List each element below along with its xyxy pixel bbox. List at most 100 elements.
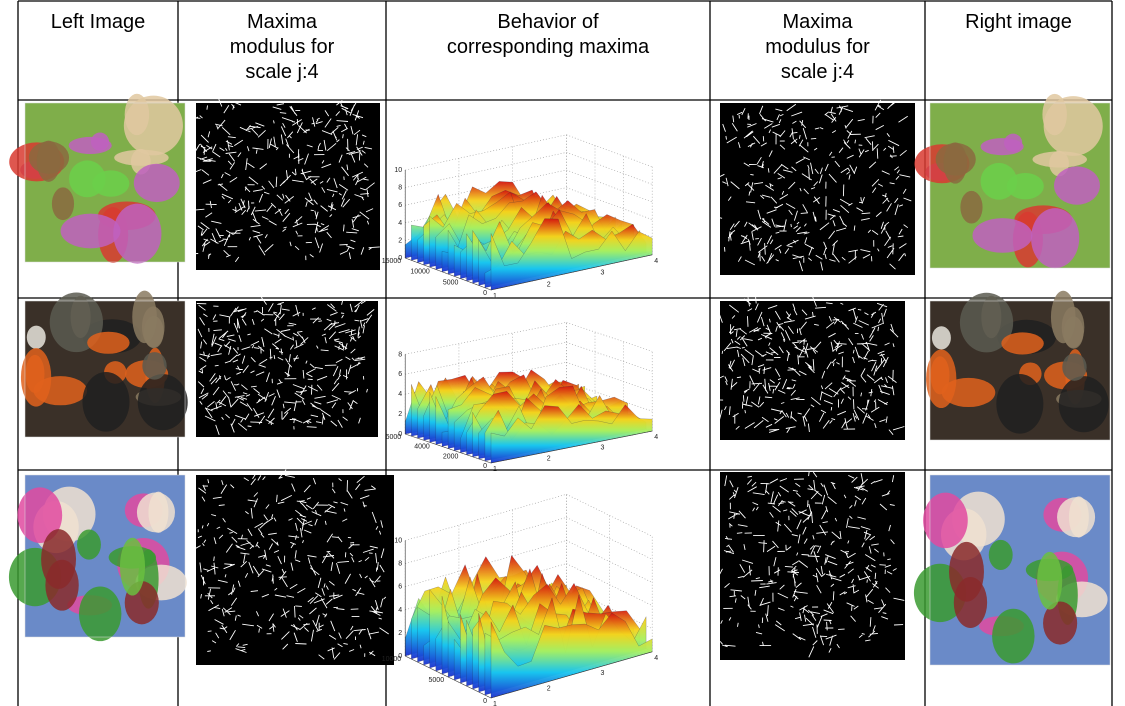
photo-object (92, 170, 129, 196)
y-tick-label: 15000 (382, 258, 402, 265)
x-tick-label: 1 (493, 701, 497, 706)
photo-object (148, 492, 168, 533)
photo-object (1069, 496, 1089, 537)
photo-object (949, 542, 984, 602)
photo-object (41, 529, 76, 589)
grid-line (566, 322, 652, 351)
photo-object (61, 214, 121, 249)
z-tick-label: 8 (398, 351, 402, 358)
photo-object (1004, 134, 1022, 152)
photo-object (992, 609, 1034, 664)
edge-bg (196, 301, 378, 437)
z-tick-label: 2 (398, 411, 402, 418)
column-header: Behavior of (497, 11, 599, 33)
surface-plot: 0246802000400060001234 (386, 322, 659, 473)
photo (914, 475, 1110, 665)
photo-object (27, 326, 46, 349)
x-tick-label: 4 (654, 434, 658, 441)
photo-object (1054, 166, 1100, 204)
x-tick-label: 2 (547, 686, 551, 693)
photo-object (932, 326, 951, 349)
column-header: Maxima (782, 11, 853, 33)
photo-object (37, 141, 61, 182)
photo-object (120, 538, 145, 596)
grid-line (566, 342, 652, 371)
column-header: modulus for (230, 36, 335, 58)
photo-object (77, 530, 101, 560)
photo-object (1064, 316, 1084, 348)
y-tick-label: 0 (483, 290, 487, 297)
column-header: scale j:4 (781, 61, 854, 83)
page: Left ImageMaximamodulus forscale j:4Beha… (0, 0, 1125, 706)
y-tick-label: 0 (483, 463, 487, 470)
grid-line (405, 494, 566, 540)
grid-line (566, 362, 652, 391)
photo-object (989, 540, 1013, 570)
edge-map (196, 297, 378, 437)
photo (21, 291, 188, 437)
photo-object (142, 352, 166, 380)
z-tick-label: 8 (398, 185, 402, 192)
edge-map (190, 99, 380, 270)
photo-object (138, 374, 188, 430)
y-tick-label: 0 (483, 698, 487, 705)
z-tick-label: 6 (398, 584, 402, 591)
photo-object (52, 187, 74, 220)
column-header: Right image (965, 11, 1072, 33)
photo-object (1059, 376, 1109, 432)
z-tick-label: 4 (398, 220, 402, 227)
z-tick-label: 4 (398, 607, 402, 614)
z-tick-label: 4 (398, 391, 402, 398)
x-tick-label: 3 (600, 445, 604, 452)
x-tick-label: 4 (654, 655, 658, 662)
photo-object (87, 332, 129, 354)
edge-map (719, 471, 905, 660)
photo-object (91, 133, 109, 151)
y-tick-label: 10000 (410, 269, 430, 276)
edge-map (716, 100, 915, 275)
photo-object (134, 164, 180, 202)
photo-object (1031, 208, 1079, 268)
x-tick-label: 3 (600, 670, 604, 677)
photo-object (82, 372, 129, 432)
y-tick-label: 10000 (382, 656, 402, 663)
grid-line (566, 152, 652, 184)
y-tick-label: 2000 (443, 453, 459, 460)
photo (914, 94, 1110, 268)
z-tick-label: 6 (398, 371, 402, 378)
surface-plot: 02468100500010000150001234 (382, 135, 658, 300)
x-tick-label: 1 (493, 466, 497, 473)
photo-object (943, 142, 967, 183)
photo-object (1001, 332, 1043, 354)
photo (9, 475, 187, 641)
column-header: Maxima (247, 11, 318, 33)
x-tick-label: 2 (547, 455, 551, 462)
photo-object (144, 316, 164, 348)
z-tick-label: 10 (394, 167, 402, 174)
photo-object (960, 191, 982, 224)
z-tick-label: 8 (398, 561, 402, 568)
photo-object (1007, 173, 1044, 199)
y-tick-label: 4000 (414, 444, 430, 451)
grid-line (566, 517, 652, 559)
column-header: scale j:4 (245, 61, 318, 83)
photo-object (1044, 96, 1103, 156)
x-tick-label: 2 (547, 281, 551, 288)
photo-object (113, 204, 161, 264)
grid-line (405, 342, 566, 374)
x-tick-label: 4 (654, 258, 658, 265)
z-tick-label: 2 (398, 630, 402, 637)
grid-line (566, 170, 652, 202)
photo-object (926, 350, 956, 408)
z-tick-label: 10 (394, 538, 402, 545)
grid-line (405, 322, 566, 354)
photo-object (1037, 552, 1062, 610)
results-table: Left ImageMaximamodulus forscale j:4Beha… (0, 0, 1125, 706)
grid-line (405, 135, 566, 170)
photo-object (973, 218, 1033, 253)
photo-object (1062, 353, 1086, 381)
photo-object (21, 348, 51, 406)
x-tick-label: 1 (493, 293, 497, 300)
photo-object (124, 96, 183, 156)
column-header: corresponding maxima (447, 36, 650, 58)
